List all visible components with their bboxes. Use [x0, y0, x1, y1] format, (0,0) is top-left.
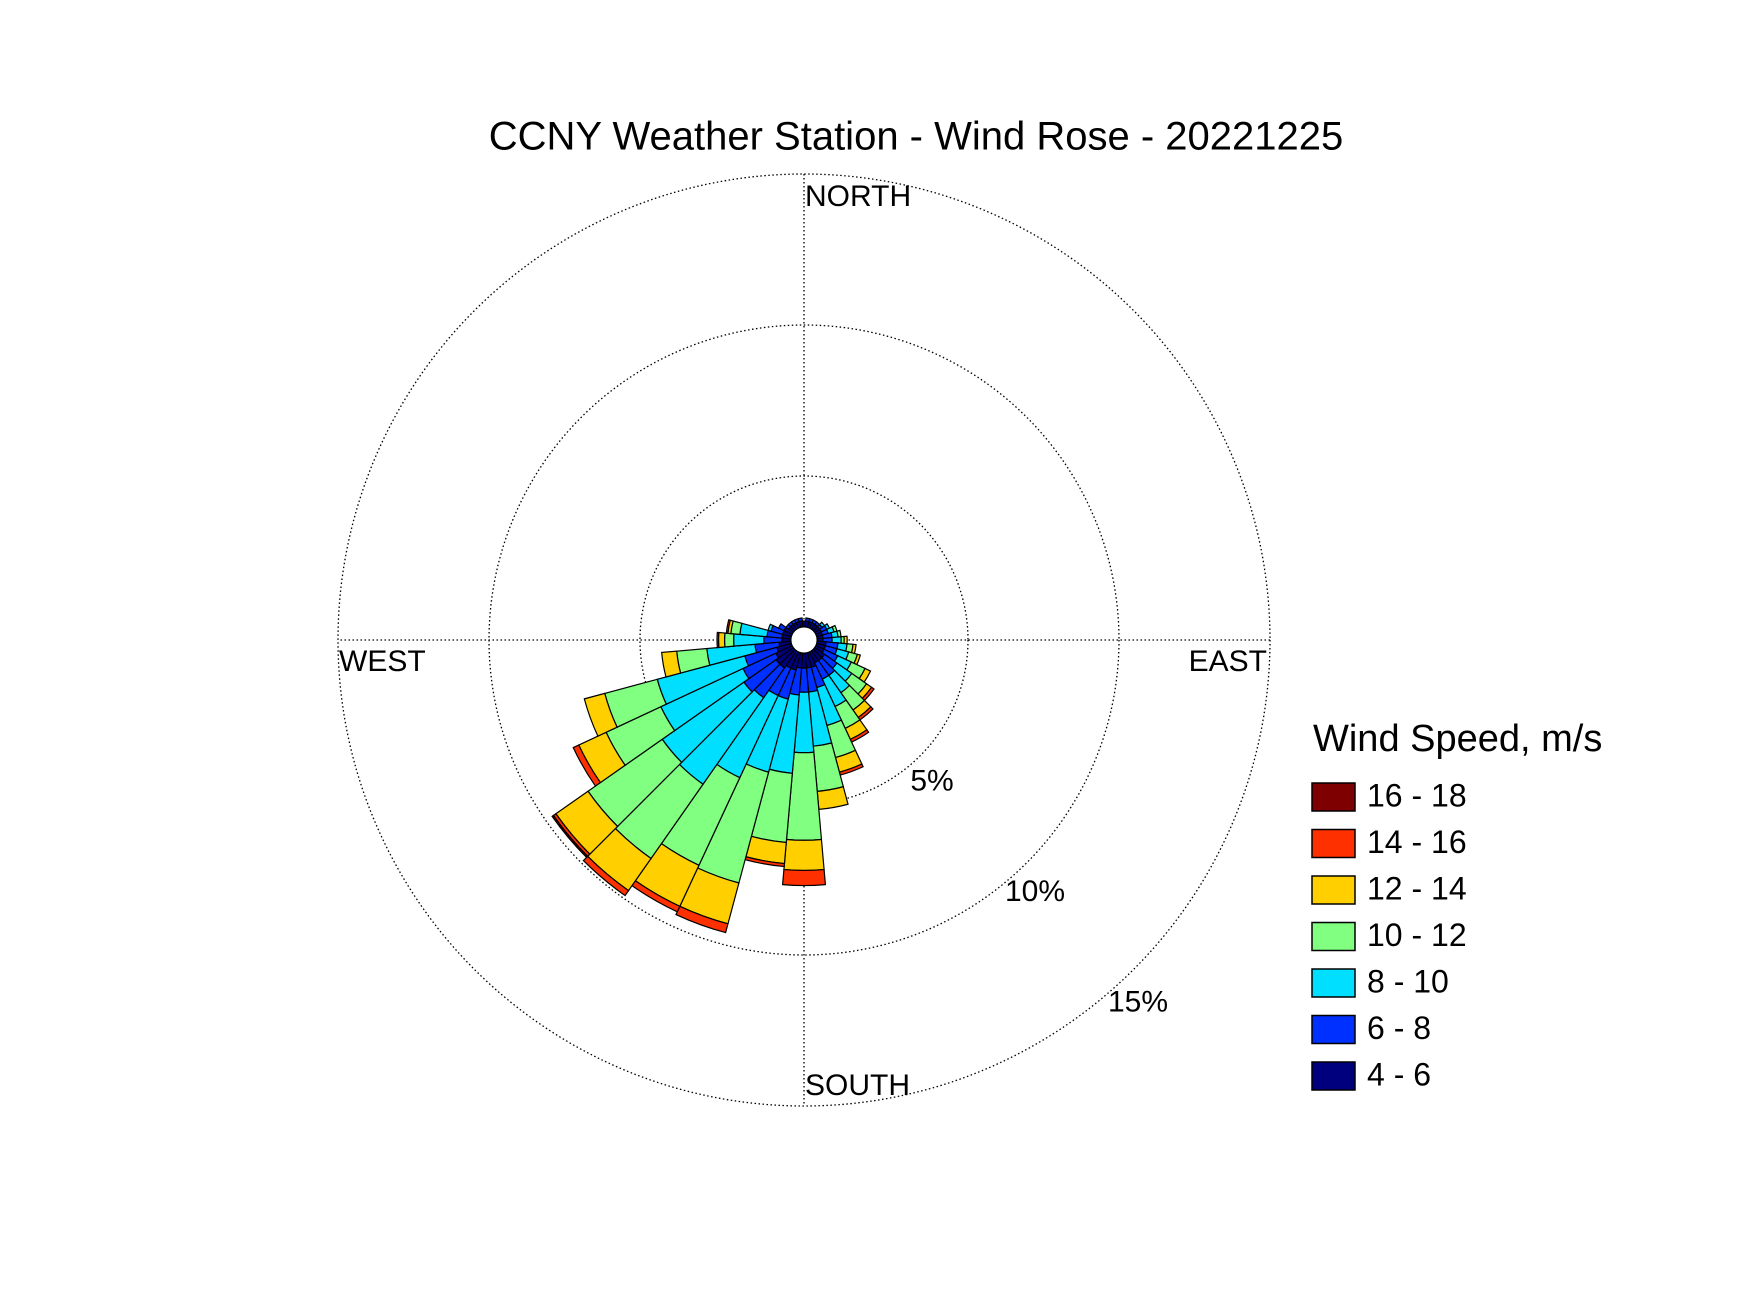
rose-segment	[661, 650, 682, 678]
r-tick-label: 10%	[1005, 875, 1065, 908]
chart-title: CCNY Weather Station - Wind Rose - 20221…	[489, 115, 1344, 159]
r-tick-label: 5%	[910, 765, 953, 798]
rose-segment	[783, 838, 825, 872]
legend-swatch	[1311, 1061, 1356, 1091]
legend-label: 12 - 14	[1367, 870, 1467, 906]
legend-label: 4 - 6	[1367, 1056, 1431, 1092]
legend-label: 14 - 16	[1367, 824, 1467, 860]
rose-segment	[723, 632, 735, 648]
grid-circle	[639, 475, 969, 805]
legend-label: 8 - 10	[1367, 963, 1449, 999]
legend-swatch	[1311, 828, 1356, 859]
rose-segment	[675, 905, 729, 934]
legend-label: 10 - 12	[1367, 917, 1467, 953]
rose-segment	[781, 868, 827, 887]
center-hole	[790, 626, 818, 654]
r-tick-label: 15%	[1108, 986, 1168, 1019]
direction-label: NORTH	[805, 180, 911, 213]
rose-segment	[551, 814, 589, 859]
legend-label: 16 - 18	[1367, 777, 1467, 813]
legend-label: 6 - 8	[1367, 1010, 1431, 1046]
legend-swatch	[1311, 875, 1356, 905]
rose-segment	[797, 617, 803, 623]
direction-label: SOUTH	[805, 1069, 910, 1102]
direction-label: EAST	[1189, 645, 1267, 678]
grid-circle	[488, 324, 1120, 956]
rose-segment	[836, 629, 842, 638]
legend-title: Wind Speed, m/s	[1313, 718, 1602, 760]
rose-segment	[739, 622, 769, 638]
legend-swatch	[1311, 921, 1356, 952]
rose-segment	[582, 855, 630, 897]
rose-segment	[717, 631, 726, 649]
rose-segment	[572, 744, 602, 787]
grid-circle	[337, 173, 1271, 1107]
rose-segment	[583, 692, 618, 737]
rose-segment	[843, 635, 848, 645]
rose-segment	[716, 631, 720, 649]
rose-segment	[767, 623, 774, 632]
rose-segment	[777, 623, 787, 632]
legend-swatch	[1311, 968, 1356, 998]
legend-swatch	[1311, 782, 1356, 812]
rose-segment	[725, 619, 731, 634]
direction-label: WEST	[339, 645, 426, 678]
legend-swatch	[1311, 1014, 1356, 1045]
